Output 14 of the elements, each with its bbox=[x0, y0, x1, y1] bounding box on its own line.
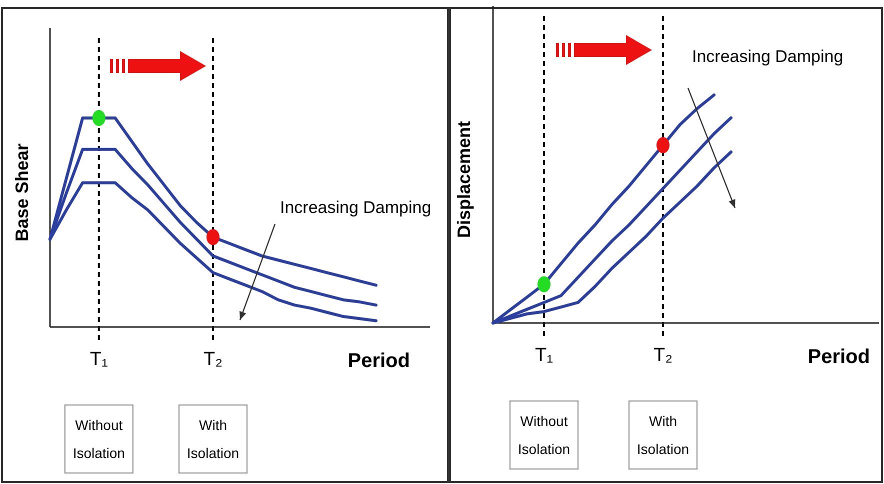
x-axis-title: Period bbox=[808, 346, 870, 368]
x-axis-title: Period bbox=[348, 350, 410, 372]
text: Increasing Damping bbox=[692, 47, 844, 66]
x-tick-label: T₁ bbox=[534, 345, 554, 366]
x-tick-label: T₂ bbox=[204, 349, 222, 370]
text: With Isolation bbox=[186, 417, 240, 461]
text: Without Isolation bbox=[72, 417, 125, 461]
annotation: Increasing Damping bbox=[280, 198, 432, 217]
x-tick-label: T₁ bbox=[90, 349, 108, 370]
text: Without Isolation bbox=[518, 413, 570, 457]
x-tick-label: T₂ bbox=[654, 345, 672, 366]
y-axis-title: Base Shear bbox=[12, 143, 32, 242]
text: With Isolation bbox=[636, 413, 690, 457]
y-axis-title: Displacement bbox=[454, 120, 474, 238]
